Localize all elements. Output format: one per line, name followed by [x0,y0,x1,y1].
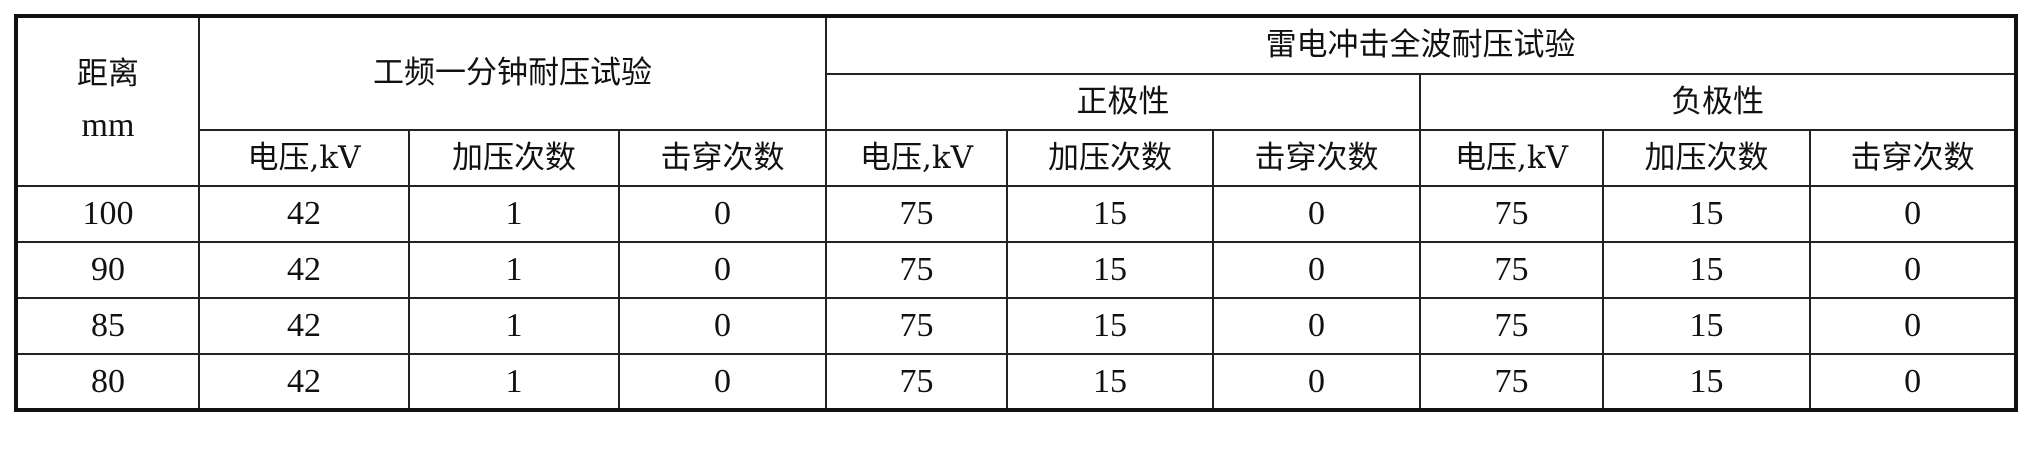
column-header: 加压次数 [1602,129,1812,187]
table-cell: 75 [825,297,1009,355]
table-cell: 0 [1212,297,1422,355]
lightning-impulse-header: 雷电冲击全波耐压试验 [825,15,2018,75]
table-cell: 42 [198,241,410,299]
distance-header: 距离 mm [15,15,200,187]
table-cell: 15 [1006,241,1215,299]
table-cell: 1 [408,353,620,411]
table-cell: 15 [1006,353,1215,411]
table-cell: 0 [617,297,828,355]
table-cell: 0 [1809,185,2018,243]
table-cell: 15 [1602,241,1812,299]
column-header: 击穿次数 [1809,129,2018,187]
table-cell: 42 [198,297,410,355]
table-cell: 0 [617,185,828,243]
table-cell: 75 [825,241,1009,299]
table-row: 85 42 1 0 75 15 0 75 15 0 [15,297,2018,355]
column-header: 加压次数 [408,129,620,187]
table-cell: 1 [408,185,620,243]
table-cell: 15 [1006,185,1215,243]
table-cell: 0 [617,353,828,411]
table-row: 100 42 1 0 75 15 0 75 15 0 [15,185,2018,243]
table-cell: 42 [198,353,410,411]
table-cell: 1 [408,297,620,355]
table-cell: 75 [1419,353,1605,411]
column-header: 击穿次数 [1212,129,1422,187]
distance-cell: 90 [15,241,200,299]
table-cell: 0 [1809,353,2018,411]
column-header: 电压,kV [198,129,410,187]
table-cell: 75 [825,185,1009,243]
table-cell: 0 [617,241,828,299]
table-cell: 0 [1212,241,1422,299]
table-row: 80 42 1 0 75 15 0 75 15 0 [15,353,2018,411]
table-cell: 0 [1809,297,2018,355]
withstand-test-table: 距离 mm 工频一分钟耐压试验 雷电冲击全波耐压试验 正极性 负极性 电压,kV… [14,14,2019,412]
table-cell: 0 [1809,241,2018,299]
column-header: 击穿次数 [617,129,828,187]
table-cell: 75 [1419,185,1605,243]
column-header: 加压次数 [1006,129,1215,187]
table-cell: 42 [198,185,410,243]
table-cell: 0 [1212,185,1422,243]
table-cell: 75 [825,353,1009,411]
table-cell: 0 [1212,353,1422,411]
positive-polarity-header: 正极性 [825,73,1422,131]
distance-unit: mm [81,107,135,145]
table-cell: 75 [1419,241,1605,299]
column-header: 电压,kV [825,129,1009,187]
column-header: 电压,kV [1419,129,1605,187]
table-cell: 15 [1602,297,1812,355]
table-cell: 15 [1602,353,1812,411]
table-cell: 1 [408,241,620,299]
table-cell: 15 [1006,297,1215,355]
table-row: 90 42 1 0 75 15 0 75 15 0 [15,241,2018,299]
negative-polarity-header: 负极性 [1419,73,2018,131]
distance-cell: 85 [15,297,200,355]
distance-label: 距离 [77,55,139,92]
distance-cell: 100 [15,185,200,243]
table-cell: 75 [1419,297,1605,355]
distance-cell: 80 [15,353,200,411]
power-frequency-header: 工频一分钟耐压试验 [197,15,828,131]
table-cell: 15 [1602,185,1812,243]
